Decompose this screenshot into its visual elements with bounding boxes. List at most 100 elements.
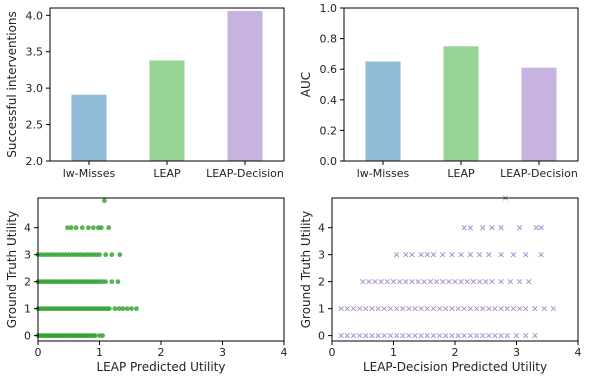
data-point: [112, 306, 118, 312]
data-point: [489, 225, 495, 231]
data-point: [449, 332, 455, 339]
bar-leap: [443, 46, 479, 161]
data-point: [455, 305, 461, 312]
data-point: [430, 305, 437, 312]
y-tick-label: 4: [318, 222, 325, 235]
x-tick-label: 2: [158, 346, 165, 359]
data-point: [363, 332, 369, 339]
x-tick-label: 4: [575, 346, 582, 359]
x-tick-label: LEAP: [153, 167, 181, 180]
data-point: [440, 278, 446, 285]
data-point: [486, 252, 492, 258]
data-point: [516, 305, 523, 312]
data-point: [523, 252, 529, 258]
data-point: [134, 306, 139, 312]
data-point: [449, 305, 455, 312]
data-point: [467, 252, 474, 258]
data-point: [424, 332, 430, 339]
data-point: [418, 252, 424, 258]
data-point: [393, 305, 400, 312]
bar-lw-misses: [365, 61, 401, 161]
data-point: [467, 305, 474, 312]
data-point: [124, 306, 130, 312]
data-point: [486, 305, 492, 312]
data-point: [403, 278, 409, 285]
data-point: [507, 278, 514, 285]
x-tick-label: 0: [35, 346, 42, 359]
data-point: [65, 225, 70, 231]
data-point: [390, 278, 397, 285]
data-point: [129, 306, 134, 312]
data-point: [406, 332, 412, 339]
x-tick-label: 3: [513, 346, 520, 359]
x-tick-label: LEAP-Decision: [206, 167, 284, 180]
data-point: [523, 305, 529, 312]
data-point: [381, 332, 387, 339]
data-point: [538, 225, 544, 231]
data-point: [357, 332, 363, 339]
data-point: [504, 305, 510, 312]
y-axis-label: Ground Truth Utility: [299, 211, 313, 328]
x-tick-label: LEAP-Decision: [500, 167, 578, 180]
data-point: [526, 278, 532, 285]
data-point: [109, 252, 115, 258]
data-point: [464, 278, 470, 285]
data-point: [489, 278, 495, 285]
data-point: [98, 225, 104, 231]
axes-frame: [49, 7, 285, 162]
data-point: [510, 305, 517, 312]
data-point: [396, 278, 403, 285]
y-tick-label: 3: [318, 249, 325, 262]
axes-frame: [37, 197, 285, 342]
data-point: [443, 332, 449, 339]
data-point: [403, 252, 409, 258]
y-tick-label: 0.4: [320, 94, 338, 107]
data-point: [523, 332, 529, 339]
data-point: [498, 252, 504, 258]
y-tick-label: 2: [24, 276, 31, 289]
data-point: [73, 225, 79, 231]
data-point: [106, 306, 112, 312]
data-point: [400, 332, 406, 339]
data-point: [473, 305, 480, 312]
data-point: [430, 252, 437, 258]
data-point: [538, 252, 544, 258]
data-point: [440, 252, 446, 258]
data-point: [498, 332, 504, 339]
data-point: [79, 225, 85, 231]
y-tick-label: 2: [318, 276, 325, 289]
data-point: [424, 252, 430, 258]
data-point: [375, 305, 381, 312]
y-tick-label: 1: [24, 303, 31, 316]
data-point: [120, 306, 126, 312]
bar-leap-decision: [521, 67, 557, 161]
x-tick-label: lw-Misses: [357, 167, 410, 180]
data-point: [406, 305, 412, 312]
data-point: [504, 332, 510, 339]
data-point: [427, 278, 434, 285]
data-point: [424, 305, 430, 312]
x-tick-label: 0: [329, 346, 336, 359]
bar-lw-misses: [71, 94, 107, 161]
chart-panel-4: 0 1 2 3 4 0 1 2 3 4 LEAP-Decision Predicted Utilit…: [299, 195, 582, 374]
data-point: [476, 278, 483, 285]
y-tick-label: 3.5: [26, 46, 44, 59]
y-tick-label: 4.0: [26, 9, 44, 22]
data-point: [436, 305, 443, 312]
data-point: [452, 278, 458, 285]
data-point: [461, 332, 467, 339]
data-point: [344, 305, 351, 312]
x-tick-label: 2: [452, 346, 459, 359]
data-point: [100, 333, 105, 339]
data-point: [467, 332, 474, 339]
data-point: [492, 305, 498, 312]
data-point: [470, 278, 477, 285]
data-point: [415, 278, 421, 285]
data-point: [461, 305, 467, 312]
data-point: [384, 278, 391, 285]
chart-panel-3: 0 1 2 3 4 0 1 2 3 4 LEAP Predicted Utility Ground T…: [5, 197, 288, 374]
y-tick-label: 0.6: [320, 63, 338, 76]
data-point: [486, 332, 492, 339]
data-point: [357, 305, 363, 312]
data-point: [516, 225, 523, 231]
